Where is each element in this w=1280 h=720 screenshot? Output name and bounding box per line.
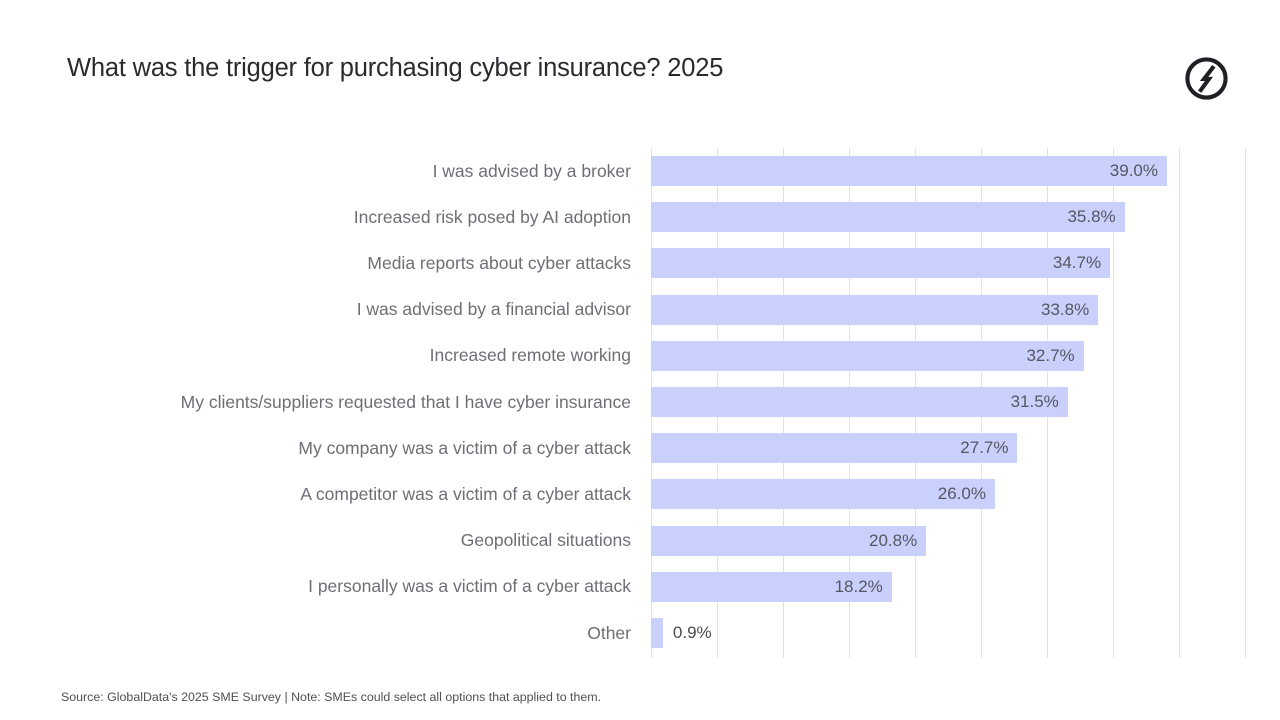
category-label: Media reports about cyber attacks [367,252,631,273]
bar-row: Increased remote working 32.7% [0,333,1280,379]
bar[interactable]: 35.8% [651,202,1125,233]
bar-row: I personally was a victim of a cyber att… [0,564,1280,610]
bar[interactable]: 27.7% [651,433,1018,464]
category-label: I personally was a victim of a cyber att… [308,576,631,597]
bar-row: Media reports about cyber attacks 34.7% [0,240,1280,286]
bar-chart: I was advised by a broker 39.0% Increased … [0,148,1280,660]
bar[interactable]: 26.0% [651,479,995,510]
bar-container: 34.7% [651,248,1111,279]
bar-value-label: 33.8% [1040,299,1090,319]
category-label: I was advised by a financial advisor [356,299,631,320]
globaldata-logo [1183,55,1230,102]
category-label: Increased risk posed by AI adoption [353,206,631,227]
bar-container: 33.8% [651,294,1099,325]
bar[interactable]: 32.7% [651,340,1084,371]
bar-value-label: 31.5% [1010,392,1059,411]
bar[interactable]: 39.0% [651,156,1167,186]
bar-value-label: 27.7% [960,438,1009,458]
bar-container: 27.7% [651,433,1018,464]
bar-row: My clients/suppliers requested that I ha… [0,379,1280,425]
category-label: Other [587,622,631,643]
bar-value-label: 34.7% [1052,253,1102,273]
category-label: Geopolitical situations [460,530,631,551]
bar-value-label: 39.0% [1109,161,1158,180]
bar-container: 26.0% [651,479,995,510]
bar-container: 31.5% [651,387,1068,417]
bar-value-label: 26.0% [937,484,986,504]
bar-row: Increased risk posed by AI adoption 35.8% [0,194,1280,240]
bar-value-label: 35.8% [1067,207,1116,227]
bar-value-label: 20.8% [868,530,918,550]
bar-container: 20.8% [651,525,927,556]
bar-row: I was advised by a financial advisor 33.8… [0,287,1280,333]
bar-container: 18.2% [651,571,892,602]
category-label: My company was a victim of a cyber attac… [298,437,631,458]
chart-header: What was the trigger for purchasing cybe… [0,0,1280,132]
bar-value-label: 32.7% [1026,345,1075,365]
category-label: My clients/suppliers requested that I ha… [180,391,631,412]
category-label: Increased remote working [429,345,631,366]
bar-container: 32.7% [651,340,1084,371]
bar-container: 0.9% [651,618,712,648]
bar[interactable]: 20.8% [651,525,927,556]
bar[interactable]: 33.8% [651,294,1099,325]
bar-row: My company was a victim of a cyber attac… [0,425,1280,471]
bar-row: Other 0.9% [0,610,1280,656]
bar-value-label: 18.2% [834,576,883,596]
category-label: I was advised by a broker [432,160,631,181]
bar-row: A competitor was a victim of a cyber att… [0,471,1280,517]
bar-row: Geopolitical situations 20.8% [0,518,1280,564]
bar-row: I was advised by a broker 39.0% [0,148,1280,194]
bar[interactable]: 0.9% [651,618,712,648]
bar[interactable]: 18.2% [651,571,892,602]
bar-rows: I was advised by a broker 39.0% Increased … [0,148,1280,658]
bar-container: 39.0% [651,156,1167,186]
category-label: A competitor was a victim of a cyber att… [300,483,631,504]
bar[interactable]: 34.7% [651,248,1111,279]
bar-container: 35.8% [651,202,1125,233]
bar[interactable]: 31.5% [651,387,1068,417]
bar-value-label: 0.9% [672,623,712,642]
page-title: What was the trigger for purchasing cybe… [67,54,724,82]
source-note: Source: GlobalData's 2025 SME Survey | N… [61,690,602,704]
